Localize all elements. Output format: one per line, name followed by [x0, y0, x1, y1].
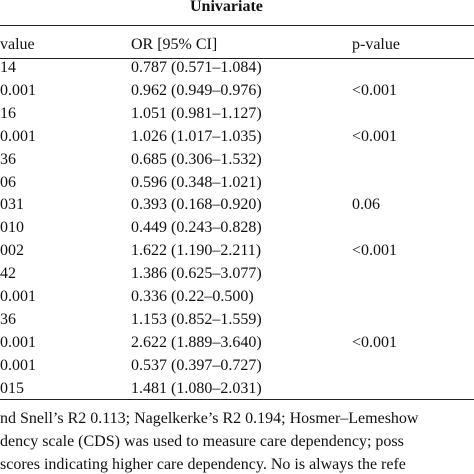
cell: 0.685 (0.306–1.532) [131, 150, 262, 168]
cell: 0.537 (0.397–0.727) [131, 356, 262, 374]
cell: 1.386 (0.625–3.077) [131, 265, 262, 283]
cell: 0.06 [352, 196, 380, 214]
cell: 0.393 (0.168–0.920) [131, 196, 262, 214]
footnote: nd Snell’s R2 0.113; Nagelkerke’s R2 0.1… [0, 410, 419, 427]
cell: <0.001 [352, 127, 398, 145]
cell: 14 [0, 59, 16, 76]
rule [0, 399, 474, 400]
cell: 0.001 [0, 127, 36, 145]
column-header: OR [95% CI] [131, 36, 218, 53]
cell: 002 [0, 242, 24, 260]
cell: 2.622 (1.889–3.640) [131, 333, 262, 351]
cell: <0.001 [352, 81, 398, 99]
cell: 1.051 (0.981–1.127) [131, 104, 262, 122]
rule [0, 58, 474, 59]
cell: 0.449 (0.243–0.828) [131, 219, 262, 237]
cell: <0.001 [352, 333, 398, 351]
cell: 0.001 [0, 333, 36, 351]
cell: 0.787 (0.571–1.084) [131, 59, 262, 76]
cell: 0.596 (0.348–1.021) [131, 173, 262, 191]
cell: 1.153 (0.852–1.559) [131, 310, 262, 328]
cell: 0.001 [0, 288, 36, 305]
cell: 0.001 [0, 81, 36, 99]
cell: 1.622 (1.190–2.211) [131, 242, 262, 260]
cell: 06 [0, 173, 16, 191]
cell: 1.026 (1.017–1.035) [131, 127, 262, 145]
column-header: p-value [352, 36, 400, 53]
footnote: dency scale (CDS) was used to measure ca… [0, 433, 404, 450]
footnote: scores indicating higher care dependency… [0, 456, 406, 473]
group-header: Univariate [190, 0, 263, 15]
cell: 36 [0, 310, 16, 328]
cell: 015 [0, 379, 24, 397]
cell: 031 [0, 196, 24, 214]
cell: 42 [0, 265, 16, 283]
cell: 0.962 (0.949–0.976) [131, 81, 262, 99]
cell: 36 [0, 150, 16, 168]
rule [0, 25, 474, 26]
column-header: value [0, 36, 35, 53]
cell: 16 [0, 104, 16, 122]
cell: 1.481 (1.080–2.031) [131, 379, 262, 397]
cell: <0.001 [352, 242, 398, 260]
cell: 010 [0, 219, 24, 237]
cell: 0.001 [0, 356, 36, 374]
cell: 0.336 (0.22–0.500) [131, 288, 254, 305]
